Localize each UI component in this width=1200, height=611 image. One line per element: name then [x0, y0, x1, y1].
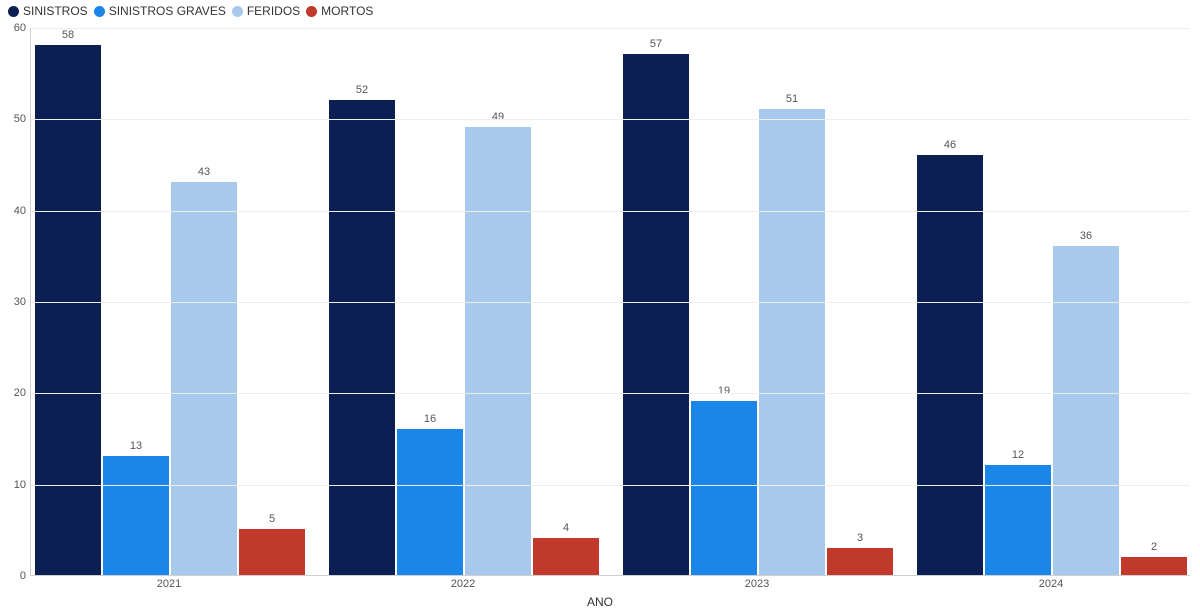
x-tick-label: 2024: [1039, 578, 1063, 590]
grid-line: [31, 485, 1190, 486]
bar-value-label: 57: [650, 38, 662, 50]
bar-feridos[interactable]: 36: [1053, 246, 1119, 575]
bar-value-label: 19: [718, 385, 730, 397]
x-axis-title: ANO: [587, 595, 613, 609]
bar-feridos[interactable]: 49: [465, 127, 531, 575]
grid-line: [31, 119, 1190, 120]
bar-value-label: 43: [198, 166, 210, 178]
bar-sinistros_graves[interactable]: 19: [691, 401, 757, 575]
legend-label: MORTOS: [321, 4, 373, 18]
bar-sinistros_graves[interactable]: 16: [397, 429, 463, 575]
bar-value-label: 12: [1012, 449, 1024, 461]
legend-label: FERIDOS: [247, 4, 300, 18]
legend-label: SINISTROS: [23, 4, 88, 18]
bar-group-2021: 5813435: [35, 45, 305, 575]
legend-label: SINISTROS GRAVES: [109, 4, 226, 18]
bar-mortos[interactable]: 4: [533, 538, 599, 575]
bar-feridos[interactable]: 43: [171, 182, 237, 575]
bar-sinistros[interactable]: 57: [623, 54, 689, 575]
bar-value-label: 13: [130, 440, 142, 452]
legend-dot-icon: [232, 6, 243, 17]
bar-value-label: 2: [1151, 541, 1157, 553]
plot-area: 5813435521649457195134612362: [30, 28, 1190, 576]
legend-item-mortos[interactable]: MORTOS: [306, 4, 373, 18]
legend-item-sinistros_graves[interactable]: SINISTROS GRAVES: [94, 4, 226, 18]
bar-value-label: 36: [1080, 230, 1092, 242]
grid-line: [31, 211, 1190, 212]
bar-sinistros_graves[interactable]: 13: [103, 456, 169, 575]
bar-value-label: 49: [492, 111, 504, 123]
bar-value-label: 3: [857, 532, 863, 544]
grid-line: [31, 28, 1190, 29]
bar-value-label: 4: [563, 522, 569, 534]
y-tick-label: 40: [2, 205, 26, 217]
grid-line: [31, 302, 1190, 303]
bar-group-2022: 5216494: [329, 100, 599, 575]
x-tick-label: 2022: [451, 578, 475, 590]
y-tick-label: 20: [2, 387, 26, 399]
grid-line: [31, 393, 1190, 394]
y-tick-label: 50: [2, 113, 26, 125]
bar-group-2024: 4612362: [917, 155, 1187, 575]
bar-value-label: 46: [944, 139, 956, 151]
bar-sinistros[interactable]: 52: [329, 100, 395, 575]
bar-sinistros[interactable]: 58: [35, 45, 101, 575]
bar-value-label: 58: [62, 29, 74, 41]
y-tick-label: 60: [2, 22, 26, 34]
legend-dot-icon: [8, 6, 19, 17]
bar-mortos[interactable]: 2: [1121, 557, 1187, 575]
bar-sinistros[interactable]: 46: [917, 155, 983, 575]
bar-value-label: 52: [356, 84, 368, 96]
x-tick-label: 2023: [745, 578, 769, 590]
chart-container: SINISTROS SINISTROS GRAVES FERIDOS MORTOS 5…: [0, 0, 1200, 611]
bar-feridos[interactable]: 51: [759, 109, 825, 575]
y-tick-label: 30: [2, 296, 26, 308]
bar-mortos[interactable]: 3: [827, 548, 893, 575]
bar-group-2023: 5719513: [623, 54, 893, 575]
y-tick-label: 0: [2, 570, 26, 582]
bar-mortos[interactable]: 5: [239, 529, 305, 575]
legend: SINISTROS SINISTROS GRAVES FERIDOS MORTOS: [8, 4, 373, 18]
bar-value-label: 51: [786, 93, 798, 105]
y-tick-label: 10: [2, 479, 26, 491]
x-tick-label: 2021: [157, 578, 181, 590]
legend-item-feridos[interactable]: FERIDOS: [232, 4, 300, 18]
bar-value-label: 16: [424, 413, 436, 425]
legend-item-sinistros[interactable]: SINISTROS: [8, 4, 88, 18]
bar-value-label: 5: [269, 513, 275, 525]
legend-dot-icon: [94, 6, 105, 17]
legend-dot-icon: [306, 6, 317, 17]
bar-sinistros_graves[interactable]: 12: [985, 465, 1051, 575]
